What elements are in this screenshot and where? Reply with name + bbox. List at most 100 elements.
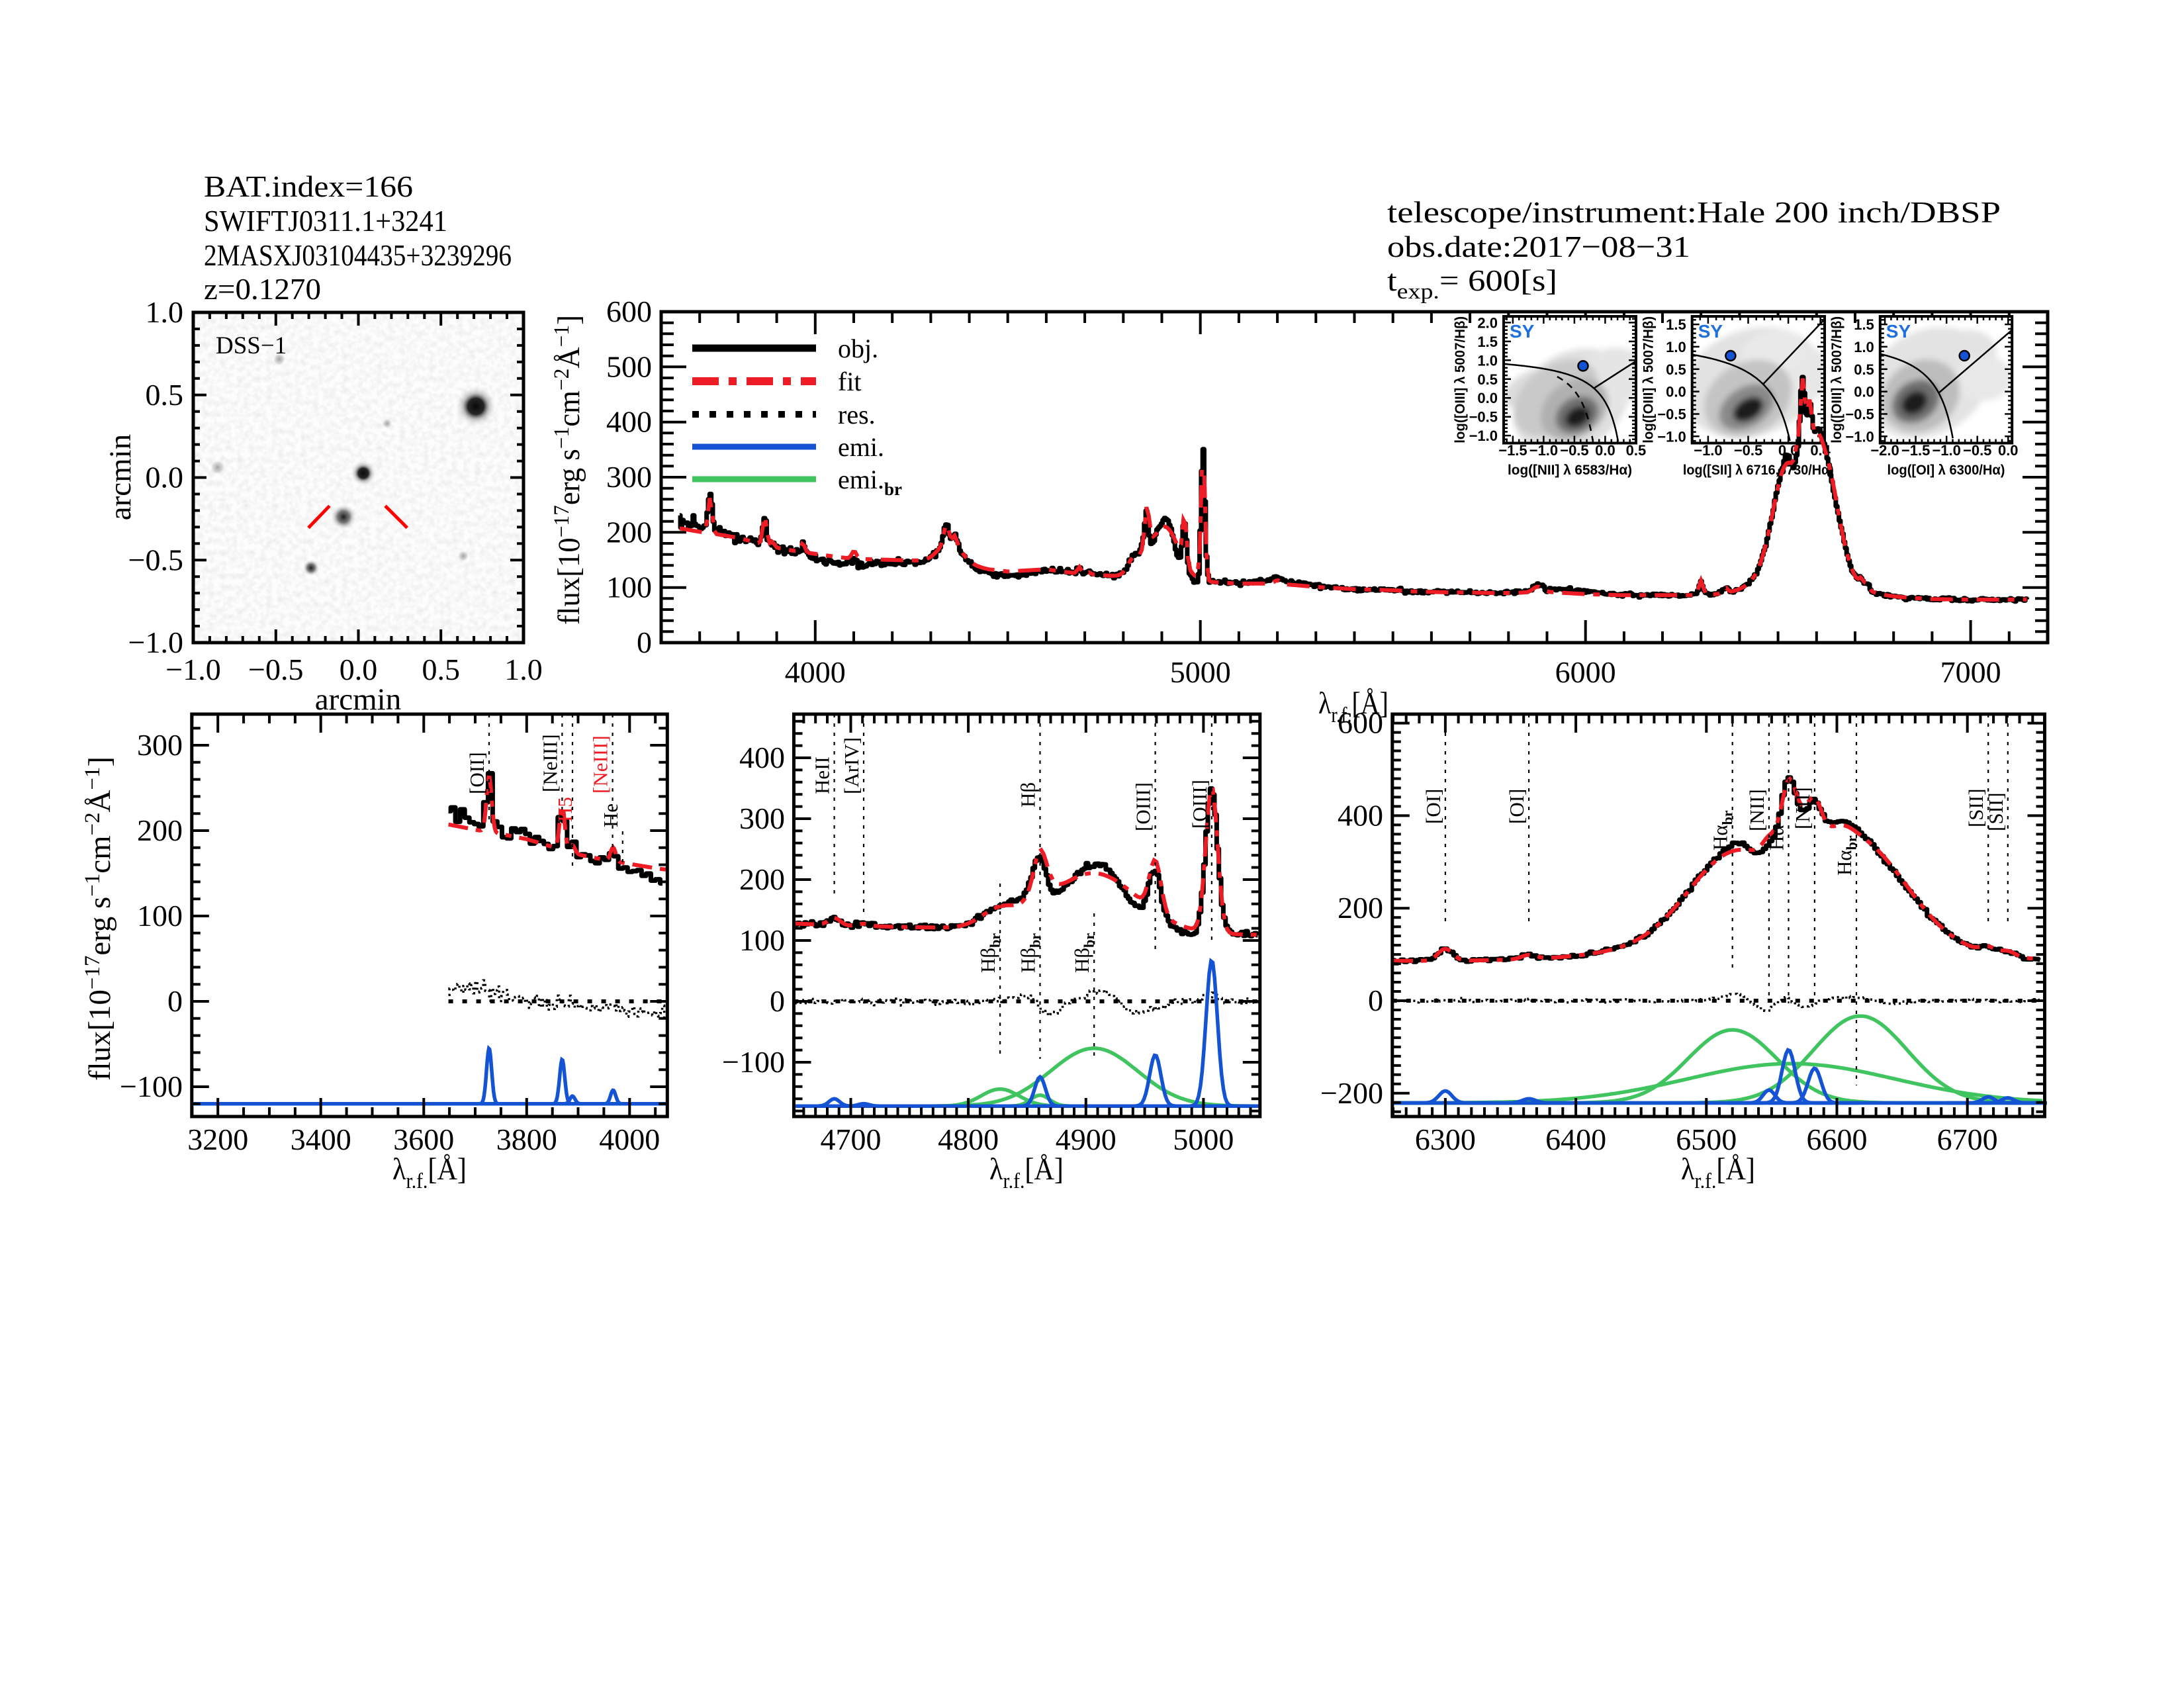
svg-text:[SII]: [SII] <box>1964 788 1987 827</box>
svg-text:400: 400 <box>1338 798 1383 832</box>
svg-text:−0.5: −0.5 <box>1469 409 1498 426</box>
svg-text:HeII: HeII <box>811 756 834 794</box>
svg-text:λr.f.[Å]: λr.f.[Å] <box>1681 1152 1755 1193</box>
svg-text:400: 400 <box>606 405 652 439</box>
svg-text:0.0: 0.0 <box>1854 384 1874 400</box>
svg-text:1.0: 1.0 <box>146 295 184 329</box>
svg-text:4000: 4000 <box>785 655 846 689</box>
svg-text:log([OIII] λ 5007/Hβ): log([OIII] λ 5007/Hβ) <box>1453 316 1468 443</box>
svg-text:0.0: 0.0 <box>146 461 184 494</box>
svg-text:4800: 4800 <box>938 1122 999 1156</box>
svg-text:300: 300 <box>606 460 652 494</box>
svg-text:1.5: 1.5 <box>1854 316 1874 333</box>
svg-text:[OIII]: [OIII] <box>1132 782 1155 831</box>
svg-text:−1.0: −1.0 <box>1657 428 1686 445</box>
svg-text:−1.0: −1.0 <box>128 625 183 659</box>
svg-text:1.5: 1.5 <box>1477 334 1498 350</box>
svg-text:−1.0: −1.0 <box>1469 428 1498 444</box>
svg-text:λr.f.[Å]: λr.f.[Å] <box>989 1152 1064 1193</box>
svg-text:−0.5: −0.5 <box>1657 406 1686 422</box>
svg-text:0.0: 0.0 <box>1477 390 1498 406</box>
svg-text:6400: 6400 <box>1545 1122 1606 1156</box>
svg-text:Hβ: Hβ <box>1017 782 1040 807</box>
svg-text:6300: 6300 <box>1415 1122 1476 1156</box>
svg-text:0: 0 <box>1368 983 1383 1017</box>
svg-text:−1.0: −1.0 <box>165 653 220 686</box>
svg-text:500: 500 <box>606 349 652 383</box>
svg-text:0: 0 <box>637 625 652 659</box>
svg-text:arcmin: arcmin <box>315 682 402 717</box>
svg-text:400: 400 <box>739 741 785 774</box>
svg-text:200: 200 <box>1338 891 1383 925</box>
svg-text:1.0: 1.0 <box>1854 339 1874 355</box>
svg-text:[ArIV]: [ArIV] <box>840 737 863 794</box>
svg-text:−1.5: −1.5 <box>1498 442 1527 459</box>
svg-text:6600: 6600 <box>1806 1122 1867 1156</box>
svg-text:[NeIII]: [NeIII] <box>589 735 612 794</box>
svg-text:log([NII] λ 6583/Hα): log([NII] λ 6583/Hα) <box>1508 463 1632 478</box>
svg-text:600: 600 <box>1338 706 1383 740</box>
svg-text:[SII]: [SII] <box>1984 792 2007 831</box>
svg-text:−0.5: −0.5 <box>1734 442 1762 459</box>
svg-text:−0.5: −0.5 <box>128 543 183 576</box>
svg-text:200: 200 <box>606 515 652 549</box>
svg-text:−0.5: −0.5 <box>1560 442 1588 459</box>
svg-text:300: 300 <box>739 801 785 835</box>
svg-text:−0.5: −0.5 <box>1845 406 1874 422</box>
svg-text:flux[10−17erg s−1cm−2Å−1]: flux[10−17erg s−1cm−2Å−1] <box>81 756 117 1081</box>
svg-text:6700: 6700 <box>1937 1122 1998 1156</box>
svg-text:[OII]: [OII] <box>465 752 488 794</box>
svg-text:5000: 5000 <box>1170 655 1231 689</box>
svg-text:4700: 4700 <box>820 1122 881 1156</box>
svg-text:3600: 3600 <box>393 1122 454 1156</box>
svg-text:6000: 6000 <box>1555 655 1616 689</box>
svg-text:[OI]: [OI] <box>1422 789 1445 824</box>
svg-text:0.0: 0.0 <box>340 653 378 686</box>
svg-text:obj.: obj. <box>838 334 878 363</box>
svg-text:[NII]: [NII] <box>1791 787 1814 829</box>
svg-text:0.5: 0.5 <box>422 653 461 686</box>
svg-text:−1.0: −1.0 <box>1694 442 1722 459</box>
svg-text:fit: fit <box>838 367 862 396</box>
svg-text:λr.f.[Å]: λr.f.[Å] <box>392 1152 467 1193</box>
svg-text:0.0: 0.0 <box>1595 442 1615 459</box>
svg-text:0: 0 <box>167 984 183 1018</box>
svg-text:1.0: 1.0 <box>1477 352 1498 369</box>
svg-text:2MASXJ03104435+3239296: 2MASXJ03104435+3239296 <box>204 238 512 272</box>
svg-text:SY: SY <box>1510 321 1535 342</box>
svg-text:H5: H5 <box>553 797 576 822</box>
svg-text:telescope/instrument:Hale 200: telescope/instrument:Hale 200 inch/DBSP <box>1387 195 2001 229</box>
svg-text:BAT.index=166: BAT.index=166 <box>204 169 413 203</box>
svg-text:4900: 4900 <box>1056 1122 1116 1156</box>
svg-text:−100: −100 <box>120 1070 183 1103</box>
svg-text:log([SII] λ 6716,6730/Hα): log([SII] λ 6716,6730/Hα) <box>1683 463 1834 478</box>
svg-text:0.5: 0.5 <box>1626 442 1647 459</box>
svg-text:−1.0: −1.0 <box>1529 442 1558 459</box>
svg-text:[OIII]: [OIII] <box>1188 780 1211 829</box>
svg-text:[NeIII]: [NeIII] <box>538 734 561 792</box>
svg-text:SY: SY <box>1698 321 1723 342</box>
svg-text:−0.5: −0.5 <box>1963 442 1991 459</box>
svg-text:[NII]: [NII] <box>1745 789 1768 831</box>
svg-text:2.0: 2.0 <box>1477 314 1498 331</box>
svg-text:300: 300 <box>137 728 183 762</box>
svg-text:flux[10−17erg s−1cm−2Å−1]: flux[10−17erg s−1cm−2Å−1] <box>550 315 586 625</box>
svg-text:Hα: Hα <box>1765 825 1788 850</box>
svg-text:0.0: 0.0 <box>1998 442 2019 459</box>
svg-text:−0.5: −0.5 <box>248 653 303 686</box>
svg-text:0.5: 0.5 <box>146 378 184 412</box>
svg-text:DSS−1: DSS−1 <box>216 332 287 359</box>
svg-text:λr.f.[Å]: λr.f.[Å] <box>1318 686 1388 727</box>
svg-text:100: 100 <box>739 923 785 957</box>
svg-text:3800: 3800 <box>496 1122 557 1156</box>
svg-text:4000: 4000 <box>599 1122 660 1156</box>
svg-text:0.0: 0.0 <box>1666 384 1686 400</box>
svg-text:z=0.1270: z=0.1270 <box>204 272 321 306</box>
svg-text:0: 0 <box>770 984 785 1018</box>
svg-text:3200: 3200 <box>187 1122 248 1156</box>
svg-text:He: He <box>599 803 622 827</box>
svg-text:0.5: 0.5 <box>1854 361 1874 378</box>
svg-text:1.0: 1.0 <box>504 653 543 686</box>
svg-text:5000: 5000 <box>1173 1122 1234 1156</box>
svg-text:3400: 3400 <box>291 1122 351 1156</box>
